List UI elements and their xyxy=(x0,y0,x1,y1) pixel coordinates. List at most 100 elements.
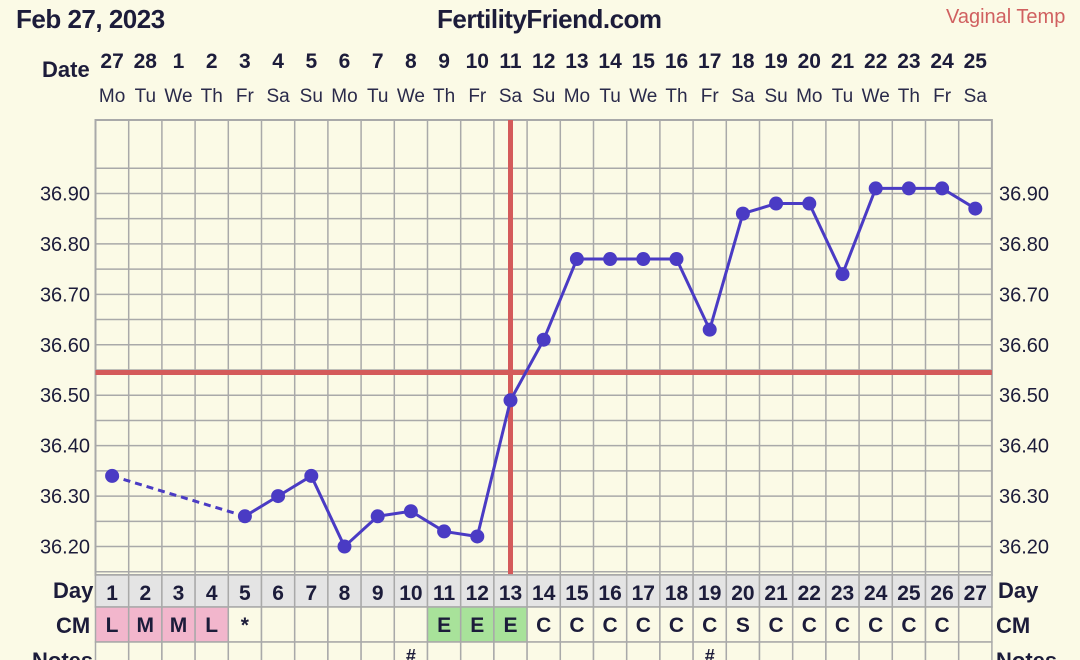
date-label: 27 xyxy=(100,50,123,73)
weekday-label: Tu xyxy=(367,86,388,107)
cm-value: C xyxy=(569,614,584,637)
day-number: 13 xyxy=(499,582,522,605)
cm-value: * xyxy=(241,614,250,637)
date-label: 8 xyxy=(405,50,417,73)
cm-row-label-right: CM xyxy=(996,613,1030,638)
day-number: 21 xyxy=(764,582,788,605)
cm-value: M xyxy=(170,614,188,637)
cm-value: C xyxy=(603,614,618,637)
notes-cell xyxy=(94,641,130,660)
temperature-line xyxy=(708,213,745,331)
temperature-line xyxy=(542,258,579,341)
notes-cell xyxy=(194,641,230,660)
temperature-point xyxy=(370,509,385,524)
day-number: 9 xyxy=(372,582,384,605)
date-label: 11 xyxy=(499,50,522,73)
cm-value: L xyxy=(205,614,218,637)
date-label: 16 xyxy=(665,50,688,73)
notes-cell xyxy=(293,641,329,660)
date-label: 17 xyxy=(698,50,721,73)
temperature-point xyxy=(636,252,651,267)
weekday-label: Sa xyxy=(499,86,523,107)
notes-cell xyxy=(891,641,927,660)
date-label: 9 xyxy=(438,50,450,73)
temperature-point xyxy=(271,489,286,504)
day-number: 14 xyxy=(532,582,556,605)
weekday-label: Mo xyxy=(99,86,125,107)
date-label: 10 xyxy=(466,50,489,73)
notes-row-label-right: Notes xyxy=(996,648,1057,660)
day-number: 12 xyxy=(466,582,489,605)
y-tick-label-left: 36.70 xyxy=(40,284,90,306)
day-cell xyxy=(360,574,396,608)
date-label: 1 xyxy=(173,50,185,73)
day-number: 23 xyxy=(831,582,854,605)
temperature-point xyxy=(835,267,850,282)
notes-cell xyxy=(957,641,993,660)
notes-cell xyxy=(493,641,528,660)
notes-cell xyxy=(426,641,462,660)
day-cell xyxy=(692,574,728,608)
y-tick-label-left: 36.50 xyxy=(40,385,90,407)
notes-cell xyxy=(559,641,595,660)
y-tick-label-right: 36.40 xyxy=(999,436,1049,458)
cm-cell xyxy=(526,606,562,643)
temperature-point xyxy=(802,196,817,211)
y-tick-label-right: 36.30 xyxy=(999,486,1049,508)
date-label: 2 xyxy=(206,50,218,73)
day-row-label-left: Day xyxy=(53,578,94,603)
temperature-point xyxy=(935,181,950,196)
notes-cell xyxy=(825,641,860,660)
notes-cell xyxy=(758,641,794,660)
y-tick-label-left: 36.60 xyxy=(40,335,90,357)
weekday-label: Fr xyxy=(701,86,720,107)
temperature-line xyxy=(343,515,379,548)
day-cell xyxy=(260,574,296,608)
day-cell xyxy=(758,574,794,608)
cm-value: S xyxy=(736,614,750,637)
cm-value: C xyxy=(636,614,651,637)
day-cell xyxy=(725,574,761,608)
temperature-line xyxy=(675,258,712,331)
date-label: 21 xyxy=(831,50,855,73)
day-number: 7 xyxy=(305,582,317,605)
temperature-line xyxy=(475,399,512,537)
weekday-label: Su xyxy=(532,86,555,107)
weekday-label: Mo xyxy=(331,86,357,107)
notes-cell xyxy=(127,641,163,660)
day-number: 22 xyxy=(798,582,821,605)
day-cell xyxy=(891,574,927,608)
cm-cell xyxy=(360,606,396,643)
temperature-point xyxy=(603,252,618,267)
notes-cell xyxy=(725,641,761,660)
notes-cell xyxy=(659,641,694,660)
cm-cell xyxy=(758,606,794,643)
cm-value: C xyxy=(669,614,684,637)
temperature-type-label: Vaginal Temp xyxy=(946,6,1066,28)
temperature-point xyxy=(503,393,518,408)
day-number: 25 xyxy=(897,582,921,605)
temperature-point xyxy=(569,252,584,267)
notes-cell xyxy=(327,641,362,660)
day-cell xyxy=(526,574,562,608)
date-label: 14 xyxy=(598,50,622,73)
temperature-line xyxy=(841,187,878,275)
y-tick-label-right: 36.80 xyxy=(999,234,1049,256)
day-cell xyxy=(924,574,960,608)
notes-cell xyxy=(360,641,396,660)
cm-cell xyxy=(260,606,296,643)
day-number: 18 xyxy=(665,582,689,605)
day-number: 26 xyxy=(930,582,953,605)
y-tick-label-right: 36.90 xyxy=(999,183,1049,205)
temperature-point xyxy=(702,322,717,337)
day-number: 16 xyxy=(598,582,621,605)
day-cell xyxy=(791,574,827,608)
cm-cell xyxy=(493,606,528,643)
weekday-label: Sa xyxy=(266,86,290,107)
weekday-label: We xyxy=(629,86,657,107)
cm-cell xyxy=(625,606,661,643)
notes-cell xyxy=(526,641,562,660)
cm-value: C xyxy=(868,614,883,637)
cm-value: C xyxy=(536,614,551,637)
